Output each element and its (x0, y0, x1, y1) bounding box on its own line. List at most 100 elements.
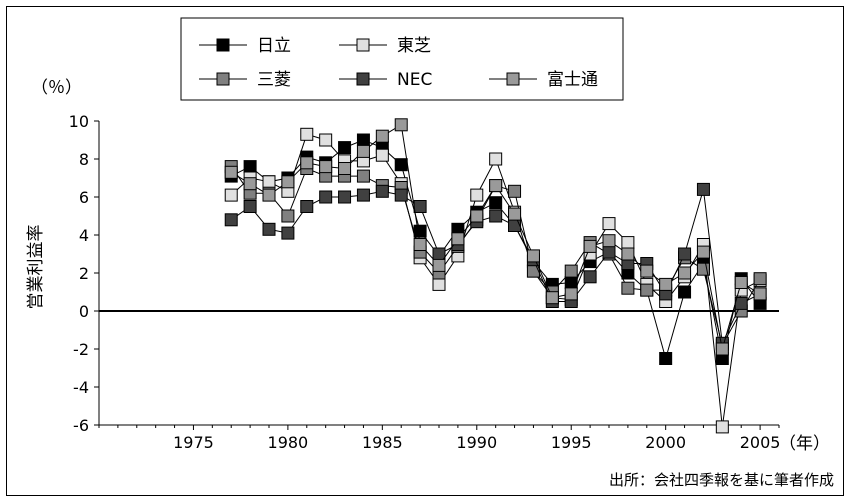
legend-item: 富士通 (489, 70, 598, 90)
legend-item: NEC (339, 70, 432, 90)
data-point (224, 188, 238, 202)
data-point (564, 264, 578, 278)
series-layer (224, 118, 767, 434)
data-point (356, 188, 370, 202)
x-tick-label: 1980 (268, 433, 309, 452)
y-unit-label: （％） (31, 78, 82, 98)
data-point (338, 141, 352, 155)
data-point (753, 272, 767, 286)
data-point (338, 162, 352, 175)
legend-marker (216, 72, 230, 86)
data-point (489, 209, 503, 223)
data-point (413, 238, 427, 251)
legend-label: 日立 (257, 36, 291, 56)
data-point (432, 258, 446, 272)
data-point (715, 420, 729, 434)
data-point (621, 281, 635, 295)
data-point (224, 165, 238, 179)
data-point (470, 209, 484, 223)
data-point (602, 234, 616, 248)
data-point (394, 158, 408, 172)
data-point (470, 188, 484, 202)
data-point (659, 277, 673, 291)
legend-marker (216, 38, 230, 52)
data-point (432, 247, 446, 261)
data-point (319, 133, 333, 147)
data-point (413, 200, 427, 213)
x-tick-label: 1995 (551, 433, 592, 452)
y-tick-label: -4 (73, 378, 89, 397)
data-point (564, 287, 578, 301)
y-tick-label: -2 (73, 340, 89, 359)
data-point (262, 175, 276, 189)
y-tick-label: 2 (79, 264, 89, 283)
data-point (356, 169, 370, 183)
data-point (602, 245, 616, 259)
legend-label: 東芝 (397, 36, 431, 56)
data-point (281, 226, 295, 240)
data-point (583, 239, 597, 253)
y-tick-label: 6 (79, 188, 89, 207)
data-point (243, 200, 257, 213)
data-point (696, 182, 710, 196)
legend-item: 三菱 (199, 70, 291, 90)
legend-item: 東芝 (339, 36, 431, 56)
series-5 (224, 118, 767, 356)
y-tick-label: 10 (69, 112, 89, 131)
legend-marker (356, 72, 370, 86)
data-point (489, 196, 503, 210)
data-point (300, 156, 314, 170)
data-point (413, 224, 427, 238)
legend-marker (506, 72, 520, 86)
data-point (678, 285, 692, 299)
data-point (394, 188, 408, 202)
data-point (508, 184, 522, 198)
legend-marker (356, 38, 370, 52)
data-point (356, 144, 370, 158)
data-point (489, 179, 503, 193)
data-point (224, 213, 238, 227)
data-point (375, 148, 389, 162)
x-tick-label: 1990 (456, 433, 497, 452)
x-tick-label: 2005 (740, 433, 781, 452)
data-point (583, 270, 597, 284)
data-point (451, 232, 465, 246)
data-point (640, 264, 654, 278)
data-point (338, 190, 352, 204)
data-point (300, 200, 314, 213)
x-unit-label: （年） (779, 434, 830, 454)
data-point (621, 236, 635, 250)
legend-frame (180, 17, 624, 101)
data-point (508, 207, 522, 221)
axes: 10 8 6 4 2 0 -2 -4 -6 1975 1980 1985 1990 1995 2000 200… (69, 112, 781, 452)
data-point (432, 277, 446, 291)
data-point (602, 217, 616, 231)
data-point (319, 190, 333, 204)
source-note: 出所：会社四季報を基に筆者作成 (609, 471, 834, 489)
legend-label: 三菱 (257, 70, 291, 90)
data-point (281, 209, 295, 223)
data-point (375, 184, 389, 198)
data-point (489, 152, 503, 166)
data-point (375, 129, 389, 143)
data-point (715, 342, 729, 356)
data-point (319, 160, 333, 174)
data-point (262, 222, 276, 236)
data-point (659, 352, 673, 365)
data-point (753, 287, 767, 301)
legend-item: 日立 (199, 36, 291, 56)
x-tick-label: 1985 (362, 433, 403, 452)
data-point (281, 175, 295, 189)
y-tick-label: -6 (73, 416, 89, 435)
legend-label: NEC (397, 70, 432, 90)
data-point (526, 264, 540, 278)
data-point (545, 291, 559, 305)
data-point (262, 188, 276, 202)
y-tick-label: 4 (79, 226, 89, 245)
data-point (394, 118, 408, 132)
data-point (640, 283, 654, 297)
x-tick-label: 2000 (645, 433, 686, 452)
data-point (300, 127, 314, 141)
